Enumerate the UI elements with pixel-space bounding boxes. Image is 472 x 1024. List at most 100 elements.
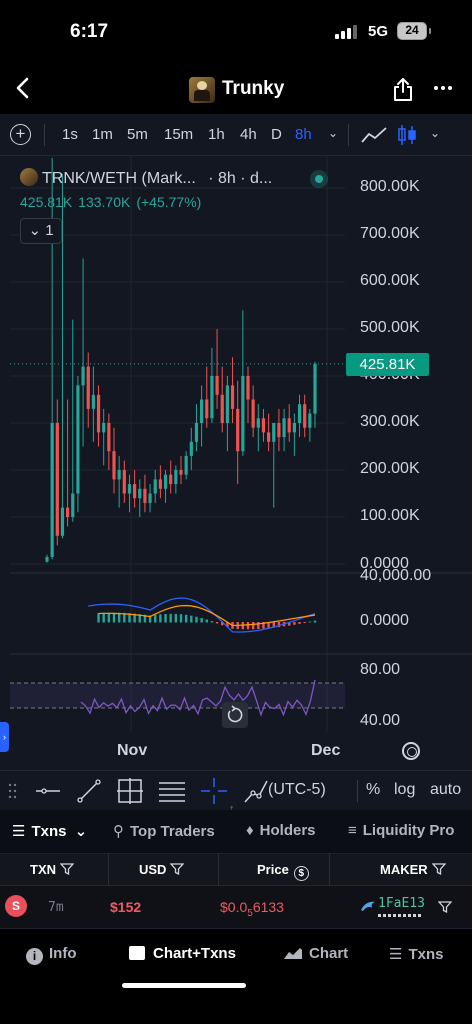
- candlestick-icon[interactable]: [397, 124, 417, 146]
- toolbar-divider: [44, 124, 45, 146]
- timeframe-4h[interactable]: 4h: [240, 126, 257, 143]
- legend-values: 425.81K 133.70K (+45.77%): [20, 194, 207, 210]
- timeframe-15m[interactable]: 15m: [164, 126, 194, 143]
- line-chart-icon[interactable]: [360, 125, 388, 145]
- price-chart[interactable]: TRNK/WETH (Mark... · 8h · d... 425.81K 13…: [0, 156, 472, 770]
- expand-panel-handle[interactable]: ›: [0, 722, 9, 752]
- horizontal-line-tool-icon[interactable]: [32, 775, 64, 807]
- macd-histogram-bar: [133, 613, 136, 623]
- candle-body: [96, 394, 101, 433]
- macd-histogram-bar: [128, 613, 131, 623]
- reset-chart-icon[interactable]: [222, 702, 248, 728]
- auto-scale-button[interactable]: auto: [430, 781, 462, 798]
- macd-histogram-bar: [272, 622, 275, 628]
- tab-liquidity[interactable]: ≡ Liquidity Pro: [348, 822, 454, 839]
- x-axis-label: Nov: [117, 742, 148, 759]
- macd-histogram-bar: [200, 617, 203, 623]
- candle-body: [210, 376, 214, 419]
- nav-chart[interactable]: Chart: [283, 945, 348, 962]
- chevron-down-icon[interactable]: ⌄: [328, 126, 339, 140]
- sell-badge: S: [5, 895, 27, 917]
- txn-age: 7m: [48, 900, 64, 915]
- more-options-icon[interactable]: [434, 86, 452, 90]
- macd-histogram-bar: [174, 613, 178, 623]
- filter-icon[interactable]: [431, 863, 446, 875]
- timeframe-1h[interactable]: 1h: [208, 126, 225, 143]
- share-icon[interactable]: [392, 76, 414, 102]
- price-axis-label: 700.00K: [360, 225, 420, 242]
- battery-icon: 24: [397, 22, 431, 40]
- legend-price: 425.81K: [20, 194, 73, 210]
- dolphin-icon: [361, 901, 375, 911]
- header-txn-label: TXN: [30, 862, 56, 877]
- tab-txns-label: Txns: [31, 823, 67, 840]
- trend-line-tool-icon[interactable]: [73, 775, 105, 807]
- chart-txns-icon: [129, 946, 145, 960]
- header-usd[interactable]: USD: [139, 862, 185, 877]
- nav-info[interactable]: i Info: [26, 945, 77, 965]
- column-divider: [329, 854, 330, 886]
- filter-icon[interactable]: [170, 863, 185, 875]
- header-price[interactable]: Price $: [257, 862, 309, 881]
- tab-txns[interactable]: ☰ Txns ⌄: [12, 822, 87, 840]
- timeframe-toolbar: + 1s 1m 5m 15m 1h 4h D 8h ⌄ ⌄: [0, 114, 472, 156]
- candle-body: [76, 385, 80, 494]
- tab-holders[interactable]: ♦ Holders: [246, 822, 316, 839]
- chevron-down-icon[interactable]: ⌄: [430, 126, 441, 140]
- filter-icon[interactable]: [60, 863, 74, 875]
- signal-line: [98, 604, 316, 627]
- macd-histogram-bar: [148, 615, 152, 623]
- macd-histogram-bar: [143, 614, 147, 623]
- collapse-count: 1: [45, 222, 54, 239]
- add-indicator-icon[interactable]: +: [10, 124, 31, 145]
- timeframe-8h[interactable]: 8h: [295, 126, 312, 143]
- timezone-label[interactable]: (UTC-5): [268, 781, 326, 798]
- filter-icon[interactable]: [438, 901, 452, 913]
- nav-chart-txns[interactable]: Chart+Txns: [129, 945, 236, 962]
- candle-body: [220, 394, 224, 423]
- status-time: 6:17: [70, 21, 109, 42]
- timeframe-5m[interactable]: 5m: [127, 126, 148, 143]
- currency-icon[interactable]: $: [293, 866, 309, 881]
- table-row[interactable]: S 7m $152 $0.056133 1FaE13: [0, 886, 472, 928]
- resize-handle-icon[interactable]: ↕: [229, 803, 235, 815]
- price-axis-label: 500.00K: [360, 319, 420, 336]
- header-txn[interactable]: TXN: [30, 862, 74, 877]
- chart-legend: TRNK/WETH (Mark... · 8h · d...: [20, 168, 272, 188]
- liquidity-icon: ≡: [348, 822, 357, 839]
- chart-canvas[interactable]: [0, 156, 472, 770]
- timeframe-1m[interactable]: 1m: [92, 126, 113, 143]
- legend-collapse-button[interactable]: ⌄ 1: [20, 218, 62, 244]
- chart-settings-icon[interactable]: [402, 742, 420, 760]
- path-tool-icon[interactable]: [240, 775, 272, 807]
- token-avatar: [189, 77, 215, 103]
- macd-axis-label: 0.0000: [360, 612, 409, 629]
- candle-body: [91, 394, 95, 409]
- nav-txns[interactable]: ☰ Txns: [389, 945, 443, 963]
- drag-handle-icon[interactable]: [8, 781, 18, 801]
- txn-maker[interactable]: 1FaE13: [378, 896, 425, 911]
- candle-body: [102, 423, 106, 433]
- toolbar-divider: [348, 124, 349, 146]
- timeframe-d[interactable]: D: [271, 126, 282, 143]
- macd-histogram-bar: [251, 622, 255, 630]
- candle-body: [163, 474, 168, 489]
- diamond-icon: ♦: [246, 822, 254, 839]
- crosshair-tool-icon[interactable]: [198, 775, 230, 807]
- legend-change-pct: (+45.77%): [136, 194, 202, 210]
- candle-body: [215, 376, 219, 395]
- log-scale-button[interactable]: log: [394, 781, 416, 798]
- tab-top-traders[interactable]: ⚲ Top Traders: [113, 822, 215, 840]
- back-arrow-icon[interactable]: [12, 74, 34, 102]
- header-maker-label: MAKER: [380, 862, 428, 877]
- timeframe-1s[interactable]: 1s: [62, 126, 78, 143]
- candle-body: [230, 385, 235, 409]
- candle-body: [133, 484, 137, 499]
- macd-histogram-bar: [205, 619, 208, 623]
- macd-histogram-bar: [159, 614, 162, 623]
- fib-tool-icon[interactable]: [114, 775, 146, 807]
- header-maker[interactable]: MAKER: [380, 862, 446, 877]
- parallel-channel-tool-icon[interactable]: [156, 775, 188, 807]
- macd-histogram-bar: [195, 616, 198, 623]
- percent-scale-button[interactable]: %: [366, 781, 381, 798]
